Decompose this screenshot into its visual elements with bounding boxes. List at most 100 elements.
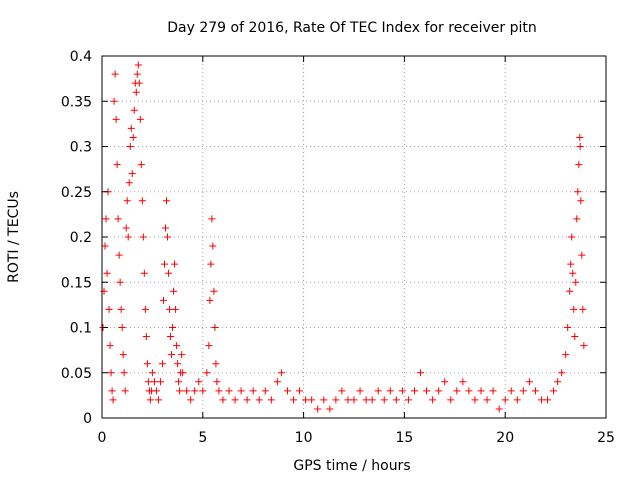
data-point: [531, 387, 539, 395]
data-point: [572, 278, 580, 286]
data-point: [211, 324, 219, 331]
data-point: [471, 396, 479, 404]
data-point: [210, 287, 218, 295]
data-point: [117, 305, 125, 313]
data-point: [579, 305, 587, 313]
x-tick-labels: 0 5 10 15 20 25: [98, 430, 615, 446]
x-tick-label: 10: [295, 430, 313, 446]
data-point: [136, 115, 144, 123]
data-point: [121, 387, 129, 395]
data-point: [123, 197, 131, 205]
data-point: [103, 269, 111, 277]
data-point: [344, 396, 352, 404]
data-point: [290, 396, 298, 404]
data-point: [164, 233, 172, 241]
data-point: [578, 251, 586, 259]
data-point: [398, 387, 406, 395]
data-point: [183, 387, 191, 395]
data-point: [115, 251, 123, 259]
data-point: [207, 260, 215, 268]
y-tick-label: 0.4: [70, 49, 92, 65]
data-point: [575, 161, 583, 169]
data-point: [166, 305, 174, 313]
data-point: [107, 369, 115, 377]
data-point: [356, 387, 364, 395]
data-point: [267, 396, 275, 404]
data-point: [429, 396, 437, 404]
data-point: [562, 351, 570, 359]
data-point: [576, 133, 584, 141]
data-point: [568, 233, 576, 241]
data-point: [231, 396, 239, 404]
data-point: [326, 405, 334, 413]
data-point: [158, 360, 166, 368]
data-point: [558, 369, 566, 377]
data-point: [576, 143, 584, 150]
data-point: [308, 396, 316, 404]
data-point: [567, 260, 575, 268]
y-tick-label: 0.1: [70, 321, 92, 337]
y-tick-label: 0.3: [70, 140, 92, 156]
data-point: [525, 378, 533, 386]
x-tick-label: 25: [597, 430, 615, 446]
data-point: [544, 396, 552, 404]
data-point: [410, 387, 418, 395]
data-point: [171, 260, 179, 268]
data-point: [176, 387, 184, 395]
data-point: [127, 124, 135, 132]
data-point: [386, 387, 394, 395]
data-point: [152, 387, 160, 395]
data-point: [129, 133, 137, 141]
data-point: [495, 405, 503, 413]
x-tick-label: 15: [395, 430, 413, 446]
data-point: [146, 396, 154, 404]
data-point: [441, 378, 449, 386]
y-tick-labels: 0 0.05 0.1 0.15 0.2 0.25 0.3 0.35 0.4: [61, 49, 92, 427]
data-point: [519, 387, 527, 395]
data-point: [156, 378, 164, 386]
data-point: [483, 396, 491, 404]
data-point: [175, 378, 183, 386]
data-point: [302, 396, 310, 404]
data-point: [191, 387, 199, 395]
data-point: [112, 115, 120, 123]
data-point: [459, 378, 467, 386]
x-tick-label: 5: [198, 430, 207, 446]
data-point: [209, 242, 217, 250]
data-markers: [99, 61, 588, 413]
data-point: [102, 215, 110, 223]
data-point: [139, 233, 147, 241]
data-point: [110, 97, 118, 105]
chart-title: Day 279 of 2016, Rate Of TEC Index for r…: [167, 20, 537, 36]
data-point: [179, 369, 187, 377]
data-point: [133, 70, 141, 78]
x-tick-label: 0: [98, 430, 107, 446]
data-point: [362, 396, 370, 404]
y-tick-label: 0.25: [61, 185, 92, 201]
data-point: [137, 161, 145, 169]
data-point: [423, 387, 431, 395]
data-point: [283, 387, 291, 395]
data-point: [213, 378, 221, 386]
data-point: [332, 396, 340, 404]
data-point: [118, 324, 126, 331]
data-point: [212, 360, 220, 368]
data-point: [477, 387, 485, 395]
data-point: [138, 197, 146, 205]
data-point: [108, 387, 116, 395]
data-point: [114, 215, 122, 223]
data-point: [163, 197, 171, 205]
data-point: [172, 305, 180, 313]
data-point: [150, 378, 158, 386]
data-point: [143, 360, 151, 368]
data-point: [170, 287, 178, 295]
data-point: [296, 387, 304, 395]
data-point: [566, 287, 574, 295]
data-point: [140, 269, 148, 277]
data-point: [570, 305, 578, 313]
data-point: [380, 396, 388, 404]
data-point: [142, 333, 150, 341]
data-point: [368, 396, 376, 404]
y-tick-label: 0.15: [61, 275, 92, 291]
